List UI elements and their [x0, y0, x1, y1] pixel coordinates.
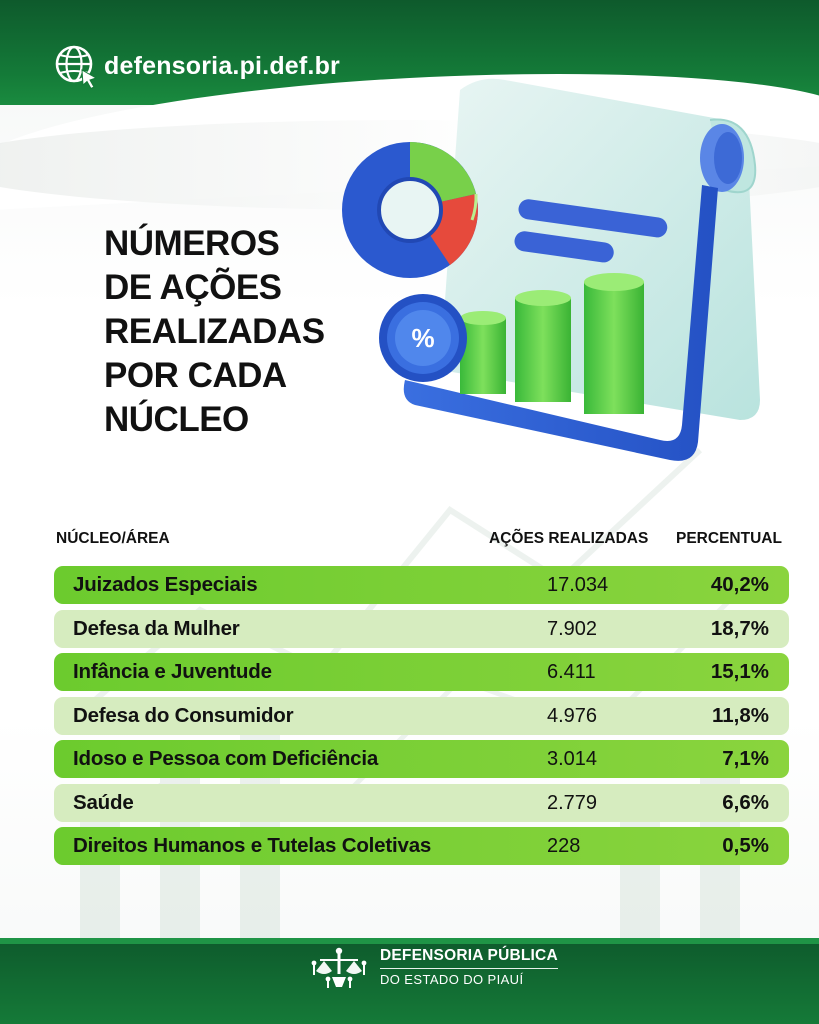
title-line: DE AÇÕES	[104, 268, 282, 307]
cell-area: Idoso e Pessoa com Deficiência	[73, 747, 379, 770]
table-row: Idoso e Pessoa com Deficiência 3.014 7,1…	[54, 740, 789, 778]
brand-subtitle: DO ESTADO DO PIAUÍ	[380, 972, 524, 987]
cell-percentual: 0,5%	[722, 834, 769, 857]
cell-percentual: 18,7%	[710, 616, 769, 640]
table-row: Saúde 2.779 6,6%	[54, 783, 789, 822]
site-url: defensoria.pi.def.br	[104, 51, 340, 80]
brand-text: DEFENSORIA PÚBLICA DO ESTADO DO PIAUÍ	[380, 947, 558, 987]
defensoria-logo-icon	[311, 947, 367, 988]
percent-badge-symbol: %	[411, 323, 434, 353]
table-row: Defesa da Mulher 7.902 18,7%	[54, 609, 789, 648]
data-table: Juizados Especiais 17.034 40,2% Defesa d…	[54, 566, 789, 871]
cell-area: Juizados Especiais	[73, 573, 258, 596]
cell-area: Defesa da Mulher	[73, 616, 240, 640]
report-chart-illustration: %	[342, 78, 760, 461]
cell-acoes: 228	[547, 835, 581, 857]
footer-band	[0, 938, 819, 1024]
title-line: REALIZADAS	[104, 312, 325, 351]
cell-area: Infância e Juventude	[73, 660, 272, 683]
defensoria-brand: DEFENSORIA PÚBLICA DO ESTADO DO PIAUÍ	[306, 945, 558, 989]
brand-divider	[380, 968, 558, 969]
table-header: NÚCLEO/ÁREA AÇÕES REALIZADAS PERCENTUAL	[0, 530, 819, 552]
cell-acoes: 4.976	[547, 704, 598, 727]
title-line: POR CADA	[104, 356, 287, 395]
cell-percentual: 40,2%	[710, 573, 769, 596]
title-line: NÚMEROS	[104, 224, 280, 263]
table-row: Defesa do Consumidor 4.976 11,8%	[54, 696, 789, 735]
cell-acoes: 3.014	[547, 748, 598, 770]
table-row: Infância e Juventude 6.411 15,1%	[54, 653, 789, 691]
cell-percentual: 7,1%	[722, 747, 769, 770]
cell-acoes: 6.411	[547, 661, 596, 683]
table-row: Juizados Especiais 17.034 40,2%	[54, 566, 789, 604]
cell-area: Saúde	[73, 790, 134, 814]
page-title: NÚMEROS DE AÇÕES REALIZADAS POR CADA NÚC…	[104, 222, 354, 442]
cell-acoes: 2.779	[547, 791, 598, 814]
title-line: NÚCLEO	[104, 400, 249, 439]
cell-percentual: 6,6%	[722, 790, 769, 814]
cell-percentual: 15,1%	[710, 660, 769, 683]
brand-name: DEFENSORIA PÚBLICA	[380, 947, 558, 964]
column-header-percentual: PERCENTUAL	[676, 530, 782, 547]
cell-area: Direitos Humanos e Tutelas Coletivas	[73, 834, 432, 857]
cell-acoes: 7.902	[547, 617, 598, 640]
cell-acoes: 17.034	[547, 574, 609, 596]
cell-area: Defesa do Consumidor	[73, 703, 294, 727]
column-header-acoes: AÇÕES REALIZADAS	[489, 530, 649, 547]
table-row: Direitos Humanos e Tutelas Coletivas 228…	[54, 827, 789, 865]
cell-percentual: 11,8%	[712, 703, 769, 727]
site-link[interactable]: defensoria.pi.def.br	[52, 42, 340, 90]
globe-cursor-icon	[55, 45, 98, 90]
column-header-area: NÚCLEO/ÁREA	[56, 530, 170, 547]
